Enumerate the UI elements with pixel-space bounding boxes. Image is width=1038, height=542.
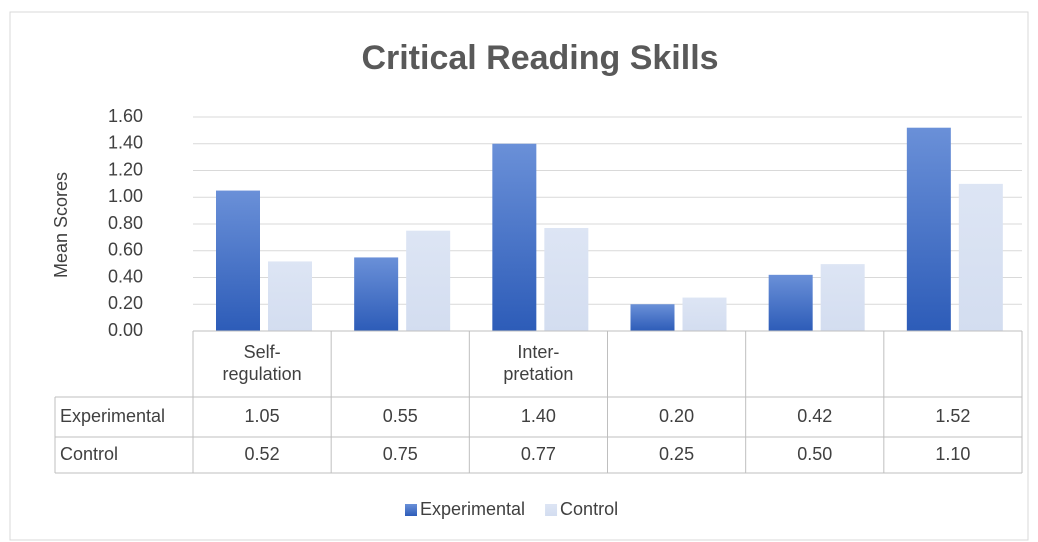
table-cell: 0.77: [521, 444, 556, 464]
bar: [682, 297, 727, 331]
y-tick-label: 0.80: [108, 213, 143, 233]
y-axis-label: Mean Scores: [51, 172, 71, 278]
table-row-header: Control: [60, 444, 118, 464]
bar: [268, 261, 312, 331]
bar: [768, 274, 813, 331]
legend-swatch: [545, 504, 558, 516]
x-tick-label-line: Inter-: [517, 342, 559, 362]
table-cell: 1.52: [935, 406, 970, 426]
y-tick-label: 1.20: [108, 159, 143, 179]
y-tick-label: 1.40: [108, 133, 143, 153]
x-tick-label-line: pretation: [503, 364, 573, 384]
chart-title: Critical Reading Skills: [361, 39, 718, 77]
table-cell: 1.40: [521, 406, 556, 426]
table-cell: 0.55: [383, 406, 418, 426]
legend-label: Control: [560, 499, 618, 519]
x-tick-label: Self-regulation: [223, 342, 302, 384]
y-tick-label: 1.60: [108, 106, 143, 126]
bar: [216, 190, 260, 331]
table-cell: 0.50: [797, 444, 832, 464]
y-tick-label: 0.40: [108, 266, 143, 286]
bar: [544, 228, 589, 331]
y-tick-label: 1.00: [108, 186, 143, 206]
bar: [820, 264, 865, 331]
x-tick-label: Inter-pretation: [503, 342, 573, 384]
y-tick-label: 0.60: [108, 240, 143, 260]
table-cell: 0.52: [245, 444, 280, 464]
table-cell: 1.10: [935, 444, 970, 464]
x-tick-label-line: regulation: [223, 364, 302, 384]
table-cell: 1.05: [245, 406, 280, 426]
legend-swatch: [405, 504, 417, 516]
table-cell: 0.42: [797, 406, 832, 426]
y-tick-label: 0.00: [108, 320, 143, 340]
y-tick-label: 0.20: [108, 293, 143, 313]
bar: [354, 257, 399, 331]
table-cell: 0.25: [659, 444, 694, 464]
bar: [406, 230, 451, 331]
table-row-header: Experimental: [60, 406, 165, 426]
x-tick-label-line: Self-: [244, 342, 281, 362]
bar: [906, 127, 951, 331]
bar: [958, 183, 1003, 331]
table-cell: 0.75: [383, 444, 418, 464]
bar: [630, 304, 675, 331]
legend-label: Experimental: [420, 499, 525, 519]
table-cell: 0.20: [659, 406, 694, 426]
bar: [492, 143, 537, 331]
